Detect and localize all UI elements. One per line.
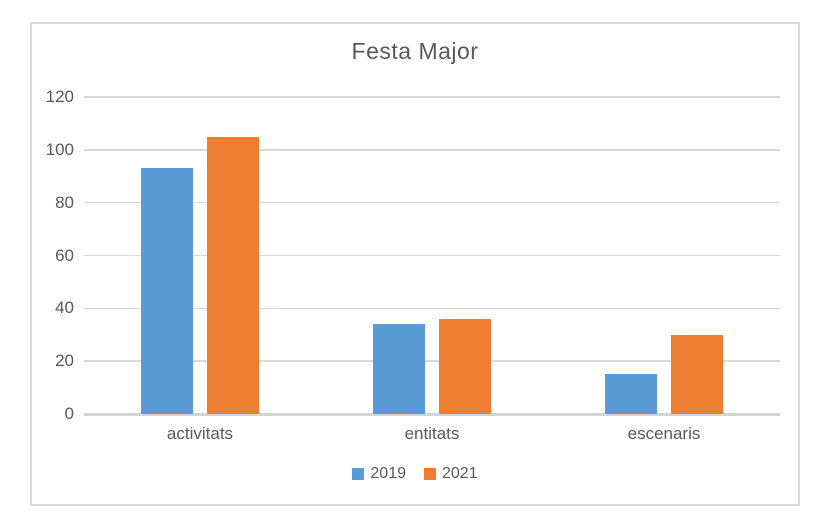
- x-axis-line: [84, 413, 780, 416]
- y-tick-label-0: 0: [64, 404, 74, 423]
- bar-2021-activitats: [207, 136, 259, 414]
- y-tick-label-20: 20: [55, 351, 74, 371]
- legend-item-2019: 2019: [352, 465, 406, 483]
- x-tick-label-activitats: activitats: [166, 424, 234, 443]
- bar-2019-activitats: [141, 168, 193, 414]
- bar-2019-escenaris: [605, 374, 657, 414]
- y-tick-label-40: 40: [55, 298, 74, 318]
- x-tick-label-entitats: entitats: [404, 424, 460, 443]
- bar-2021-escenaris: [671, 334, 723, 414]
- gridline-40: [84, 307, 780, 310]
- gridline-120: [84, 96, 780, 98]
- y-tick-label-100: 100: [45, 139, 74, 159]
- x-tick-label-escenaris: escenaris: [627, 424, 701, 443]
- x-axis-labels: activitats entitats escenaris: [84, 424, 780, 444]
- gridline-80: [84, 201, 780, 204]
- y-tick-label-120: 120: [45, 87, 74, 106]
- legend-swatch-2019: [352, 468, 365, 480]
- bar-2021-entitats: [439, 318, 491, 414]
- y-axis-labels: 0 20 40 60 80 100 120: [32, 87, 74, 423]
- bar-2019-entitats: [373, 324, 425, 414]
- gridline-100: [84, 149, 780, 151]
- y-tick-label-60: 60: [55, 245, 74, 265]
- plot-area: [84, 96, 780, 416]
- y-tick-label-80: 80: [55, 192, 74, 212]
- chart-title: Festa Major: [351, 38, 479, 64]
- gridline-60: [84, 254, 780, 257]
- legend-swatch-2021: [424, 468, 436, 480]
- gridline-20: [84, 360, 780, 362]
- legend-item-2021: 2021: [424, 465, 478, 483]
- chart-frame: Festa Major 0 20 40 60 80 100 120 activitats en…: [30, 22, 800, 506]
- legend: 2019 2021: [32, 465, 798, 483]
- legend-label-2021: 2021: [442, 465, 478, 482]
- legend-label-2019: 2019: [370, 465, 406, 482]
